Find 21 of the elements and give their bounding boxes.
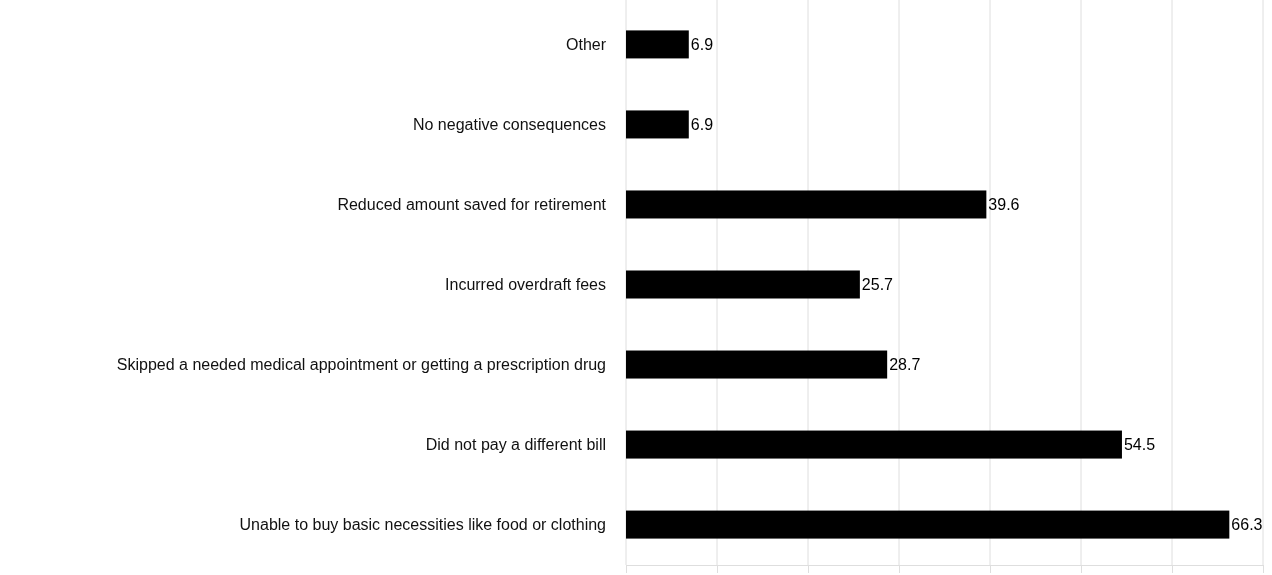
data-label: 6.9 bbox=[690, 36, 714, 54]
bar bbox=[626, 510, 1230, 539]
y-tick-label: Skipped a needed medical appointment or getting a prescription drug bbox=[116, 356, 606, 374]
data-label: 39.6 bbox=[988, 196, 1020, 214]
bar bbox=[626, 190, 987, 219]
bar bbox=[626, 270, 860, 299]
y-tick-label: No negative consequences bbox=[412, 116, 606, 134]
bar bbox=[626, 30, 689, 59]
y-tick-label: Reduced amount saved for retirement bbox=[337, 196, 607, 214]
data-label: 66.3 bbox=[1231, 516, 1263, 534]
data-label: 54.5 bbox=[1123, 436, 1156, 454]
data-label: 25.7 bbox=[861, 276, 894, 294]
bar bbox=[626, 430, 1122, 459]
y-tick-label: Other bbox=[565, 36, 607, 54]
bar bbox=[626, 350, 888, 379]
data-label: 6.9 bbox=[690, 116, 714, 134]
data-label: 28.7 bbox=[889, 356, 921, 374]
y-tick-label: Did not pay a different bill bbox=[425, 436, 606, 454]
y-tick-label: Incurred overdraft fees bbox=[445, 276, 606, 294]
y-tick-label: Unable to buy basic necessities like food or clothing bbox=[239, 516, 606, 534]
bar bbox=[626, 110, 689, 139]
